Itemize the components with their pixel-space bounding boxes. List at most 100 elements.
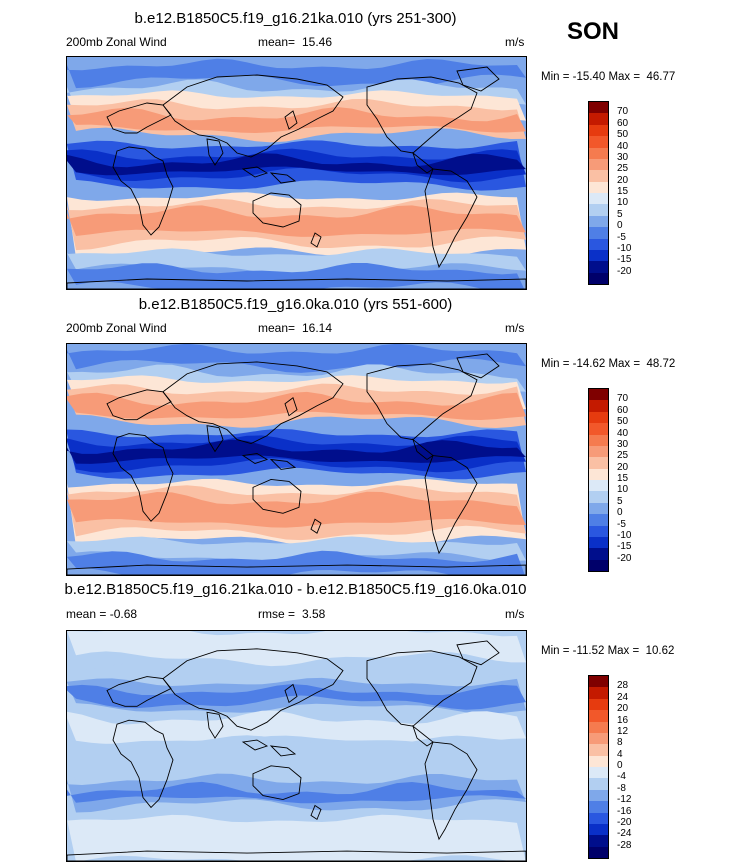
colorbar-label: 60	[617, 117, 629, 129]
panel-title: b.e12.B1850C5.f19_g16.0ka.010 (yrs 551-6…	[138, 296, 453, 313]
colorbar-label: -15	[617, 254, 632, 266]
colorbar	[588, 101, 609, 285]
coastline	[252, 765, 302, 800]
contour-band	[67, 684, 526, 710]
contour-band	[67, 263, 525, 289]
contour-band	[67, 781, 526, 804]
colorbar-swatch	[589, 400, 608, 412]
colorbar-label: 0	[617, 220, 623, 232]
colorbar-swatch	[589, 227, 608, 239]
panel-title: b.e12.B1850C5.f19_g16.21ka.010 (yrs 251-…	[134, 10, 457, 27]
colorbar-label: -10	[617, 529, 632, 541]
colorbar-label: -5	[617, 518, 626, 530]
colorbar	[588, 675, 609, 859]
coastline	[206, 711, 224, 739]
colorbar-swatch	[589, 721, 608, 733]
coastline	[412, 151, 434, 174]
panel-stat-value: 15.46	[302, 35, 333, 49]
colorbar-swatch	[589, 755, 608, 767]
colorbar-swatch	[589, 215, 608, 228]
colorbar-label: 70	[617, 106, 629, 118]
panel-stat-label: mean=	[258, 321, 296, 335]
contour-band	[67, 107, 526, 133]
contour-band	[67, 248, 526, 275]
colorbar-swatch	[589, 789, 608, 802]
colorbar-label: -28	[617, 839, 632, 851]
colorbar-label: 50	[617, 416, 629, 428]
coastline	[310, 518, 322, 534]
colorbar-swatch	[589, 525, 608, 537]
coastline	[67, 278, 526, 289]
coastline	[456, 353, 500, 379]
coastline	[106, 102, 172, 134]
colorbar-label: -20	[617, 265, 632, 277]
colorbar-label: 10	[617, 197, 629, 209]
colorbar-label: -16	[617, 805, 632, 817]
colorbar-swatch	[589, 835, 608, 847]
colorbar-swatch	[589, 687, 608, 699]
colorbar-label: 8	[617, 737, 623, 749]
colorbar-label: 60	[617, 404, 629, 416]
colorbar-label: -4	[617, 771, 626, 783]
coastline	[456, 66, 500, 92]
colorbar-swatch	[589, 158, 608, 171]
colorbar-swatch	[589, 514, 608, 526]
colorbar-swatch	[589, 698, 608, 711]
colorbar-swatch	[589, 272, 608, 284]
panel-left-label: 200mb Zonal Wind	[66, 35, 167, 49]
colorbar-swatch	[589, 676, 608, 688]
coastline	[206, 138, 224, 166]
colorbar-label: 30	[617, 151, 629, 163]
colorbar-swatch	[589, 170, 608, 182]
coastline	[284, 397, 298, 417]
colorbar-swatch	[589, 113, 608, 125]
colorbar-swatch	[589, 445, 608, 458]
coastline	[456, 640, 500, 666]
panel-left-label: mean = -0.68	[66, 607, 138, 621]
coastline	[412, 724, 434, 747]
colorbar-swatch	[589, 147, 608, 159]
panel-title: b.e12.B1850C5.f19_g16.21ka.010 - b.e12.B…	[64, 581, 527, 598]
colorbar-label: -8	[617, 782, 626, 794]
coastline	[106, 676, 172, 707]
coastline	[424, 168, 478, 269]
coastline	[424, 741, 478, 841]
colorbar-label: 15	[617, 473, 629, 484]
colorbar-swatch	[589, 846, 608, 858]
contour-band	[67, 153, 526, 176]
colorbar-label: 20	[617, 461, 629, 473]
colorbar-label: 24	[617, 691, 629, 703]
contour-band	[67, 439, 526, 464]
panel-minmax: Min = -15.40 Max = 46.77	[541, 71, 676, 83]
coastline	[252, 192, 302, 228]
panel-units: m/s	[505, 321, 525, 335]
coastline	[310, 232, 322, 248]
map-plot	[66, 343, 527, 576]
colorbar-swatch	[589, 124, 608, 137]
coastline	[252, 478, 302, 514]
coastline	[366, 76, 478, 154]
contour-band	[67, 491, 526, 528]
coastline	[366, 363, 478, 441]
panel-minmax: Min = -14.62 Max = 48.72	[541, 358, 676, 370]
colorbar-label: 16	[617, 714, 629, 726]
colorbar-swatch	[589, 249, 608, 262]
colorbar-label: 28	[617, 680, 629, 692]
colorbar-swatch	[589, 502, 608, 515]
colorbar-label: -10	[617, 242, 632, 254]
contour-band	[67, 710, 526, 745]
colorbar-label: -15	[617, 541, 632, 553]
colorbar-swatch	[589, 181, 608, 193]
colorbar-label: 40	[617, 140, 629, 152]
contour-band	[67, 814, 526, 861]
colorbar-label: 30	[617, 438, 629, 450]
colorbar-label: -12	[617, 794, 632, 806]
colorbar-label: -24	[617, 828, 632, 840]
colorbar-label: 12	[617, 725, 629, 737]
colorbar-swatch	[589, 193, 608, 205]
colorbar-label: 5	[617, 495, 623, 507]
colorbar-swatch	[589, 767, 608, 779]
colorbar-swatch	[589, 823, 608, 836]
contour-band	[67, 735, 526, 786]
colorbar-swatch	[589, 812, 608, 824]
